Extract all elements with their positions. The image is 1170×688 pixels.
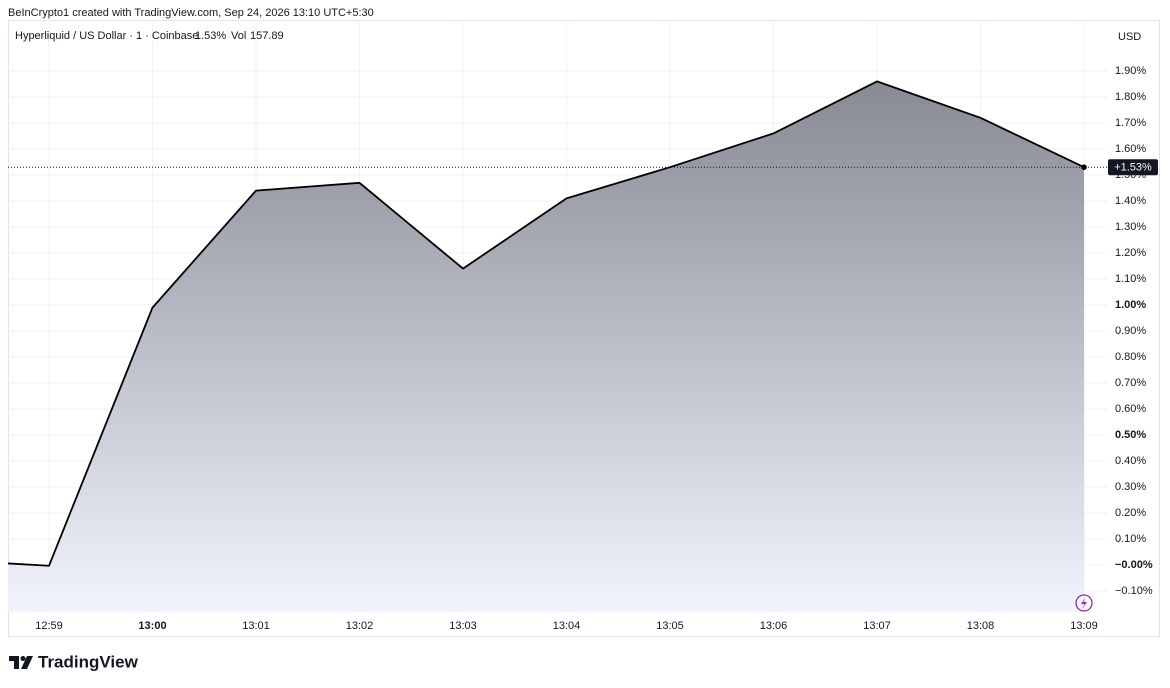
y-tick-label: 0.90%: [1115, 325, 1146, 337]
y-tick-label: 0.70%: [1115, 377, 1146, 389]
y-tick-label: 1.10%: [1115, 273, 1146, 285]
symbol: Hyperliquid / US Dollar · 1 · Coinbase: [15, 30, 198, 42]
price-line: [8, 80, 1085, 567]
alert-bolt: [1081, 597, 1087, 609]
y-tick-label: −0.00%: [1115, 559, 1153, 571]
x-tick-label: 13:06: [760, 620, 788, 632]
y-tick-label: 1.80%: [1115, 91, 1146, 103]
logo: TradingView: [9, 652, 139, 671]
plot: [8, 80, 1085, 612]
x-tick-label: 13:02: [346, 620, 374, 632]
last-price-label: +1.53%: [1114, 162, 1152, 174]
last-price-box: [1108, 159, 1158, 176]
logo-dot: [20, 656, 26, 661]
y-tick-label: 1.90%: [1115, 65, 1146, 77]
currency: USD: [1118, 31, 1141, 43]
y-tick-label: 1.60%: [1115, 143, 1146, 155]
volume-label: Vol: [231, 30, 246, 42]
area-fill: [8, 81, 1084, 612]
y-tick-label: 0.40%: [1115, 455, 1146, 467]
x-tick-label: 13:08: [967, 620, 995, 632]
x-tick-label: 13:09: [1070, 620, 1098, 632]
y-tick-label: 0.80%: [1115, 351, 1146, 363]
volume: 157.89: [250, 30, 284, 42]
logo-mark: [9, 656, 19, 669]
y-tick-label: 1.40%: [1115, 195, 1146, 207]
x-tick-label: 12:59: [35, 620, 63, 632]
y-tick-label: −0.10%: [1115, 585, 1153, 597]
x-tick-label: 13:01: [242, 620, 270, 632]
y-tick-label: 0.60%: [1115, 403, 1146, 415]
brand: TradingView: [38, 652, 139, 671]
y-tick-label: 1.70%: [1115, 117, 1146, 129]
x-tick-label: 13:07: [863, 620, 891, 632]
x-tick-label: 13:04: [553, 620, 581, 632]
logo-mark: [21, 656, 33, 669]
y-tick-label: 0.20%: [1115, 507, 1146, 519]
alert-icon[interactable]: [1075, 594, 1093, 612]
change: 1.53%: [195, 30, 226, 42]
y-tick-label: 0.30%: [1115, 481, 1146, 493]
y-tick-label: 0.50%: [1115, 429, 1146, 441]
x-tick-label: 13:05: [656, 620, 684, 632]
y-tick-label: 1.00%: [1115, 299, 1146, 311]
chart-frame: [8, 20, 1160, 637]
y-tick-label: 0.10%: [1115, 533, 1146, 545]
y-tick-label: 1.30%: [1115, 221, 1146, 233]
x-tick-label: 13:03: [449, 620, 477, 632]
attribution: BeInCrypto1 created with TradingView.com…: [8, 7, 374, 19]
y-tick-label: 1.20%: [1115, 247, 1146, 259]
last-point: [1081, 164, 1087, 170]
x-tick-label: 13:00: [138, 620, 166, 632]
